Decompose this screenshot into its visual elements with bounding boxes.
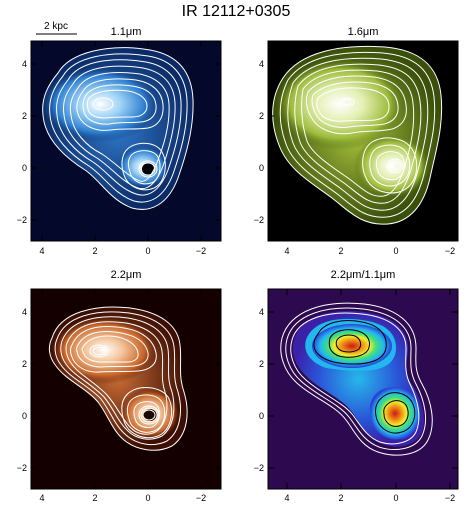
x-axis-ticks (41, 41, 202, 241)
x-tick-label: 0 (145, 246, 150, 256)
x-tick-label: 0 (393, 493, 398, 503)
x-tick-label: 2 (92, 246, 97, 256)
y-tick-label: 4 (22, 307, 27, 317)
panel-frame (267, 288, 459, 490)
x-tick-label: 4 (39, 493, 44, 503)
y-tick-label: −2 (17, 215, 27, 225)
y-tick-label: 0 (259, 411, 264, 421)
y-axis-tick-labels: 4 2 0 −2 (17, 59, 27, 225)
y-tick-label: 0 (259, 163, 264, 173)
y-tick-label: 0 (22, 411, 27, 421)
y-axis-ticks (268, 311, 458, 469)
y-axis-tick-labels: 4 2 0 −2 (17, 307, 27, 473)
y-tick-label: 2 (259, 111, 264, 121)
panel-ratio: 2.2μm/1.1μm (254, 269, 459, 503)
x-tick-label: −2 (196, 246, 206, 256)
y-axis-tick-labels: 4 2 0 −2 (254, 59, 264, 225)
panel-title: 1.6μm (348, 26, 379, 38)
x-axis-ticks (286, 41, 451, 241)
y-tick-label: 4 (22, 59, 27, 69)
y-tick-label: 2 (22, 359, 27, 369)
x-tick-label: −2 (445, 493, 455, 503)
x-tick-label: 0 (145, 493, 150, 503)
panel-1-6um: 1.6μm (254, 26, 459, 256)
x-axis-tick-labels: 4 2 0 −2 (39, 493, 206, 503)
contour-lines (42, 47, 194, 210)
panel-title: 1.1μm (111, 26, 142, 38)
x-tick-label: 2 (338, 246, 343, 256)
x-tick-label: 4 (39, 246, 44, 256)
y-axis-ticks (268, 63, 458, 221)
figure-title: IR 12112+0305 (182, 3, 291, 20)
y-axis-tick-labels: 4 2 0 −2 (254, 307, 264, 473)
x-tick-label: 0 (393, 246, 398, 256)
y-axis-ticks (31, 63, 221, 221)
panel-title: 2.2μm/1.1μm (331, 269, 396, 281)
galaxy-emission-image (49, 307, 188, 451)
x-axis-tick-labels: 4 2 0 −2 (39, 246, 206, 256)
y-tick-label: −2 (254, 463, 264, 473)
scale-bar-label: 2 kpc (44, 21, 68, 32)
x-axis-tick-labels: 4 2 0 −2 (284, 246, 455, 256)
panel-title: 2.2μm (111, 269, 142, 281)
contour-lines (48, 306, 188, 451)
contour-lines (280, 302, 433, 456)
x-tick-label: 2 (92, 493, 97, 503)
x-axis-ticks (286, 289, 451, 489)
x-axis-tick-labels: 4 2 0 −2 (284, 493, 455, 503)
y-axis-ticks (31, 311, 221, 469)
panel-frame (30, 40, 222, 242)
panel-frame (30, 288, 222, 490)
x-tick-label: 4 (284, 246, 289, 256)
y-tick-label: 2 (22, 111, 27, 121)
x-tick-label: −2 (445, 246, 455, 256)
x-axis-ticks (41, 289, 202, 489)
panel-1-1um: 1.1μm (17, 26, 222, 256)
y-tick-label: 4 (259, 307, 264, 317)
x-tick-label: 4 (284, 493, 289, 503)
contour-lines (272, 45, 443, 225)
x-tick-label: −2 (196, 493, 206, 503)
panel-frame (267, 40, 459, 242)
y-tick-label: 4 (259, 59, 264, 69)
y-tick-label: −2 (17, 463, 27, 473)
y-tick-label: 2 (259, 359, 264, 369)
y-tick-label: 0 (22, 163, 27, 173)
x-tick-label: 2 (338, 493, 343, 503)
panel-2-2um: 2.2μm (17, 269, 222, 503)
y-tick-label: −2 (254, 215, 264, 225)
